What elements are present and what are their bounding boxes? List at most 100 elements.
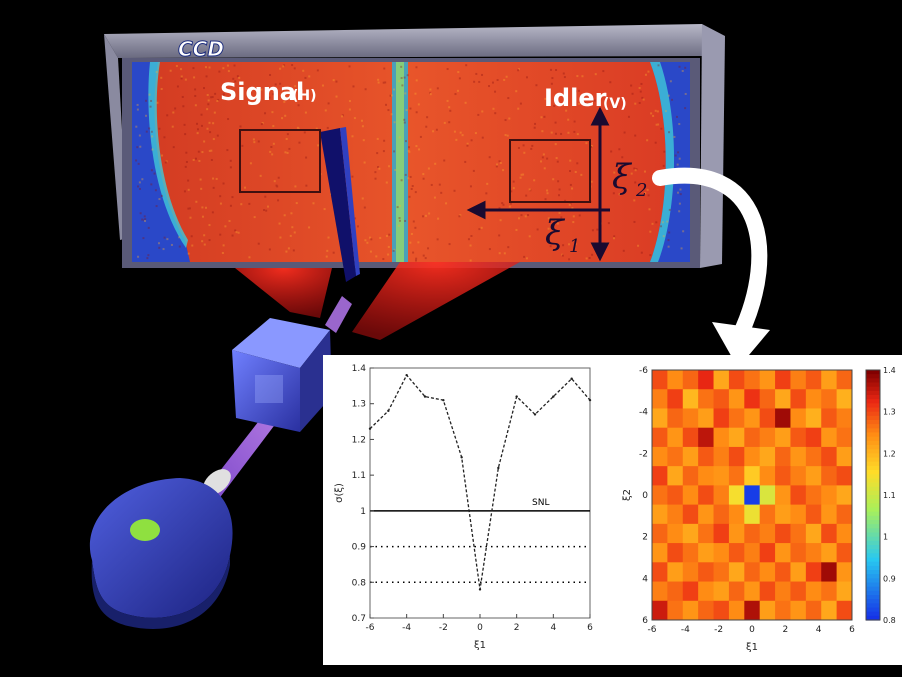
heatmap-cell — [698, 523, 715, 544]
heatmap-cell — [728, 581, 745, 602]
colorbar-tick-label: 1.4 — [883, 366, 896, 375]
xi1-label: ξ — [545, 213, 566, 253]
heatmap-cell — [682, 523, 699, 544]
heatmap-cell — [775, 466, 791, 486]
colorbar-segment — [866, 465, 880, 471]
heatmap-cell — [667, 562, 684, 583]
heatmap-cell — [775, 446, 791, 467]
heatmap-cell — [652, 408, 668, 429]
reference-line-label: SNL — [532, 498, 549, 508]
heatmap-cell — [728, 543, 745, 563]
heatmap-cell — [790, 466, 807, 486]
heatmap-cell — [805, 389, 822, 409]
heatmap-cell — [836, 600, 853, 621]
pump-laser — [89, 469, 233, 629]
heatmap-cell — [759, 581, 776, 602]
heatmap-cell — [759, 543, 776, 563]
heatmap-x-tick-label: -2 — [714, 625, 723, 635]
colorbar-tick-label: 1 — [883, 533, 888, 542]
x-tick-label: 0 — [477, 623, 483, 633]
colorbar-segment — [866, 595, 880, 600]
colorbar-segment — [866, 382, 880, 388]
ccd-label: CCD — [178, 37, 224, 61]
signal-polarization: (H) — [292, 88, 317, 104]
colorbar-segment — [866, 549, 880, 554]
heatmap-cell — [728, 389, 745, 409]
colorbar-segment — [866, 445, 880, 450]
heatmap-cell — [728, 523, 745, 544]
heatmap-cell — [821, 370, 838, 390]
colorbar-segment — [866, 586, 880, 592]
heatmap-cell — [728, 504, 745, 525]
colorbar-segment — [866, 424, 880, 429]
heatmap-cell — [790, 562, 807, 583]
signal-roi-box — [239, 129, 321, 193]
heatmap-cell — [775, 389, 791, 409]
heatmap-cell — [728, 562, 745, 583]
heatmap-cell — [759, 485, 776, 506]
colorbar-segment — [866, 611, 880, 617]
heatmap-cell — [728, 370, 745, 390]
heatmap-cell — [698, 543, 715, 563]
heatmap-cell — [667, 485, 684, 506]
heatmap-cell — [682, 408, 699, 429]
heatmap-cell — [682, 504, 699, 525]
heatmap-cell — [759, 408, 776, 429]
heatmap-cell — [821, 427, 838, 448]
heatmap-cell — [682, 562, 699, 583]
heatmap-cell — [805, 370, 822, 390]
heatmap-cell — [821, 466, 838, 486]
heatmap-cell — [652, 543, 668, 563]
y-axis-label: σ(ξ) — [334, 483, 345, 503]
colorbar-segment — [866, 411, 880, 417]
y-tick-label: 0.8 — [352, 578, 367, 588]
heatmap-cell — [744, 466, 761, 486]
data-point — [387, 409, 390, 413]
y-tick-label: 1.2 — [352, 435, 366, 445]
heatmap-cell — [836, 543, 853, 563]
colorbar-segment — [866, 570, 880, 575]
heatmap-cell — [805, 581, 822, 602]
colorbar-segment — [866, 436, 880, 442]
heatmap-cell — [682, 446, 699, 467]
y-tick-label: 1 — [360, 507, 366, 517]
heatmap-cell — [728, 600, 745, 621]
heatmap-cell — [698, 466, 715, 486]
heatmap-cell — [821, 581, 838, 602]
data-point — [460, 456, 463, 459]
heatmap-cell — [744, 581, 761, 602]
heatmap-cell — [775, 523, 791, 544]
heatmap-cell — [698, 427, 715, 448]
ccd-camera: CCD Signal (H) Idler (V) ξ 2 ξ 1 — [104, 24, 725, 282]
heatmap-cell — [836, 581, 853, 602]
line-plot: SNL -6 -4 -2 0 2 4 6 0.7 0.8 0.9 1 1.1 1.2 1.3 1.4 ξ1 σ(ξ… — [334, 364, 593, 651]
heatmap-cell — [698, 446, 715, 467]
heatmap-cell — [713, 523, 730, 544]
colorbar-segment — [866, 395, 880, 400]
heatmap-cell — [759, 523, 776, 544]
heatmap-cell — [790, 504, 807, 525]
heatmap-cell — [652, 523, 668, 544]
heatmap-cell — [744, 485, 761, 506]
heatmap-cell — [790, 523, 807, 544]
heatmap-cell — [713, 562, 730, 583]
colorbar-segment — [866, 403, 880, 409]
colorbar-segment — [866, 565, 880, 571]
data-point — [552, 395, 555, 398]
heatmap-cell — [821, 543, 838, 563]
colorbar-segment — [866, 515, 880, 521]
heatmap-cell — [805, 408, 822, 429]
x-tick-label: -6 — [366, 623, 375, 633]
heatmap-cell — [836, 427, 853, 448]
heatmap-cell — [744, 600, 761, 621]
heatmap-y-axis-label: ξ2 — [622, 489, 633, 501]
data-point — [442, 398, 445, 402]
y-tick-label: 1.3 — [352, 400, 366, 410]
colorbar-segment — [866, 474, 880, 479]
heatmap-cell — [667, 446, 684, 467]
heatmap-cell — [713, 427, 730, 448]
heatmap-cell — [836, 370, 853, 390]
heatmap-cell — [744, 543, 761, 563]
heatmap-cell — [790, 543, 807, 563]
